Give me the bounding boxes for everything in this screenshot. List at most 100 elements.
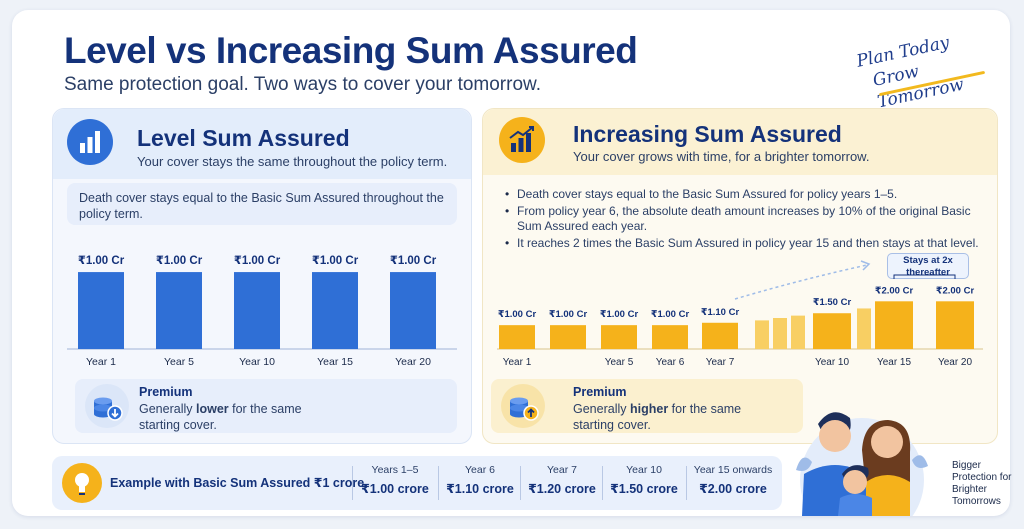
level-bar (234, 272, 280, 349)
example-value: ₹2.00 crore (699, 482, 767, 496)
inc-tick-label: Year 7 (706, 357, 735, 368)
increasing-premium-post: for the same starting cover. (573, 402, 742, 432)
level-subtitle: Your cover stays the same throughout the… (137, 154, 448, 169)
increasing-premium-title: Premium (573, 385, 627, 399)
example-col-year-10: Year 10 ₹1.50 crore (604, 464, 684, 496)
inc-bar (936, 301, 974, 349)
example-bar: Example with Basic Sum Assured ₹1 crore … (52, 456, 782, 510)
inc-bar (813, 313, 851, 349)
level-tick-label: Year 5 (164, 356, 194, 368)
divider (520, 466, 521, 500)
inc-bar (499, 325, 535, 349)
level-bar (78, 272, 124, 349)
example-value: ₹1.00 crore (361, 482, 429, 496)
inc-bar-label: ₹2.00 Cr (936, 285, 975, 296)
example-label: Example with Basic Sum Assured ₹1 crore (110, 476, 365, 490)
inc-tick-label: Year 10 (815, 357, 850, 368)
divider (352, 466, 353, 500)
level-panel: Level Sum Assured Your cover stays the s… (52, 108, 472, 444)
inc-tick-label: Year 1 (503, 357, 532, 368)
level-premium-post: for the same starting cover. (139, 402, 302, 432)
inc-tick-label: Year 6 (656, 357, 685, 368)
inc-bar-label: ₹1.00 Cr (600, 309, 639, 320)
divider (686, 466, 687, 500)
coins-down-icon (85, 384, 129, 428)
slogan: Plan Today Grow Tomorrow (855, 22, 1006, 116)
inc-bar-label: ₹1.10 Cr (701, 307, 740, 318)
increasing-panel: Increasing Sum Assured Your cover grows … (482, 108, 998, 444)
inc-bar (601, 325, 637, 349)
inc-bar-label: ₹2.00 Cr (875, 285, 914, 296)
increasing-subtitle: Your cover grows with time, for a bright… (573, 149, 870, 164)
page-subtitle: Same protection goal. Two ways to cover … (64, 74, 541, 95)
increasing-chart: ₹1.00 Cr Year 1 ₹1.00 Cr ₹1.00 Cr Year 5 ₹1.0… (497, 260, 983, 368)
level-premium-pre: Generally (139, 402, 196, 416)
level-premium-text: Generally lower for the same starting co… (139, 401, 329, 433)
example-col-year-15-onwards: Year 15 onwards ₹2.00 crore (688, 464, 778, 496)
inc-bar (702, 322, 738, 349)
level-tick-label: Year 10 (239, 356, 275, 368)
example-year: Year 15 onwards (693, 464, 773, 476)
inc-bar-label: ₹1.00 Cr (651, 309, 690, 320)
increasing-panel-header (483, 109, 997, 175)
example-year: Year 7 (547, 464, 577, 476)
growth-arrow-head (860, 260, 871, 271)
coins-up-icon (501, 384, 545, 428)
inc-bar (857, 308, 871, 349)
inc-tick-label: Year 5 (605, 357, 634, 368)
increasing-premium-emphasis: higher (629, 402, 669, 416)
example-year: Year 6 (465, 464, 495, 476)
bullet-item: Death cover stays equal to the Basic Sum… (505, 187, 981, 202)
inc-bar-label: ₹1.00 Cr (549, 309, 588, 320)
inc-bar (773, 318, 787, 349)
level-title: Level Sum Assured (137, 125, 350, 151)
infographic-card: Level vs Increasing Sum Assured Same pro… (12, 10, 1012, 516)
example-col-years-1-5: Years 1–5 ₹1.00 crore (354, 464, 436, 496)
level-bar-label: ₹1.00 Cr (78, 255, 125, 267)
level-bar (156, 272, 202, 349)
level-tick-label: Year 1 (86, 356, 116, 368)
increasing-premium-text: Generally higher for the same starting c… (573, 401, 763, 433)
inc-bar (755, 320, 769, 349)
level-panel-header (53, 109, 471, 179)
divider (438, 466, 439, 500)
bullet-item: From policy year 6, the absolute death a… (505, 204, 981, 234)
level-note: Death cover stays equal to the Basic Sum… (67, 183, 457, 225)
bullet-item: It reaches 2 times the Basic Sum Assured… (505, 236, 981, 251)
level-bar-label: ₹1.00 Cr (234, 255, 281, 267)
level-premium-title: Premium (139, 385, 193, 399)
example-value: ₹1.20 crore (528, 482, 596, 496)
example-col-year-7: Year 7 ₹1.20 crore (522, 464, 602, 496)
side-tagline: Bigger Protection for Brighter Tomorrows (952, 460, 1012, 507)
inc-bar (550, 325, 586, 349)
level-bar-label: ₹1.00 Cr (156, 255, 203, 267)
inc-bar-label: ₹1.00 Cr (498, 309, 537, 320)
inc-bar (652, 325, 688, 349)
growth-arrow (734, 264, 868, 300)
family-illustration (796, 412, 928, 516)
increasing-premium-pre: Generally (573, 402, 630, 416)
example-value: ₹1.50 crore (610, 482, 678, 496)
example-col-year-6: Year 6 ₹1.10 crore (440, 464, 520, 496)
example-value: ₹1.10 crore (446, 482, 514, 496)
increasing-bullets: Death cover stays equal to the Basic Sum… (505, 187, 981, 253)
level-premium-box: Premium Generally lower for the same sta… (75, 379, 457, 433)
example-year: Years 1–5 (371, 464, 419, 476)
bar-chart-icon (67, 119, 113, 165)
level-bar-label: ₹1.00 Cr (390, 255, 437, 267)
lightbulb-icon (62, 463, 102, 503)
page-title: Level vs Increasing Sum Assured (64, 30, 638, 71)
level-bar (312, 272, 358, 349)
level-bar (390, 272, 436, 349)
increasing-title: Increasing Sum Assured (573, 121, 842, 147)
inc-bar (791, 315, 805, 349)
growth-chart-icon (499, 117, 545, 163)
level-bar-label: ₹1.00 Cr (312, 255, 359, 267)
increasing-premium-box: Premium Generally higher for the same st… (491, 379, 803, 433)
inc-bar (875, 301, 913, 349)
bracket (893, 274, 956, 279)
example-year: Year 10 (626, 464, 662, 476)
inc-tick-label: Year 15 (877, 357, 912, 368)
divider (602, 466, 603, 500)
level-tick-label: Year 15 (317, 356, 353, 368)
